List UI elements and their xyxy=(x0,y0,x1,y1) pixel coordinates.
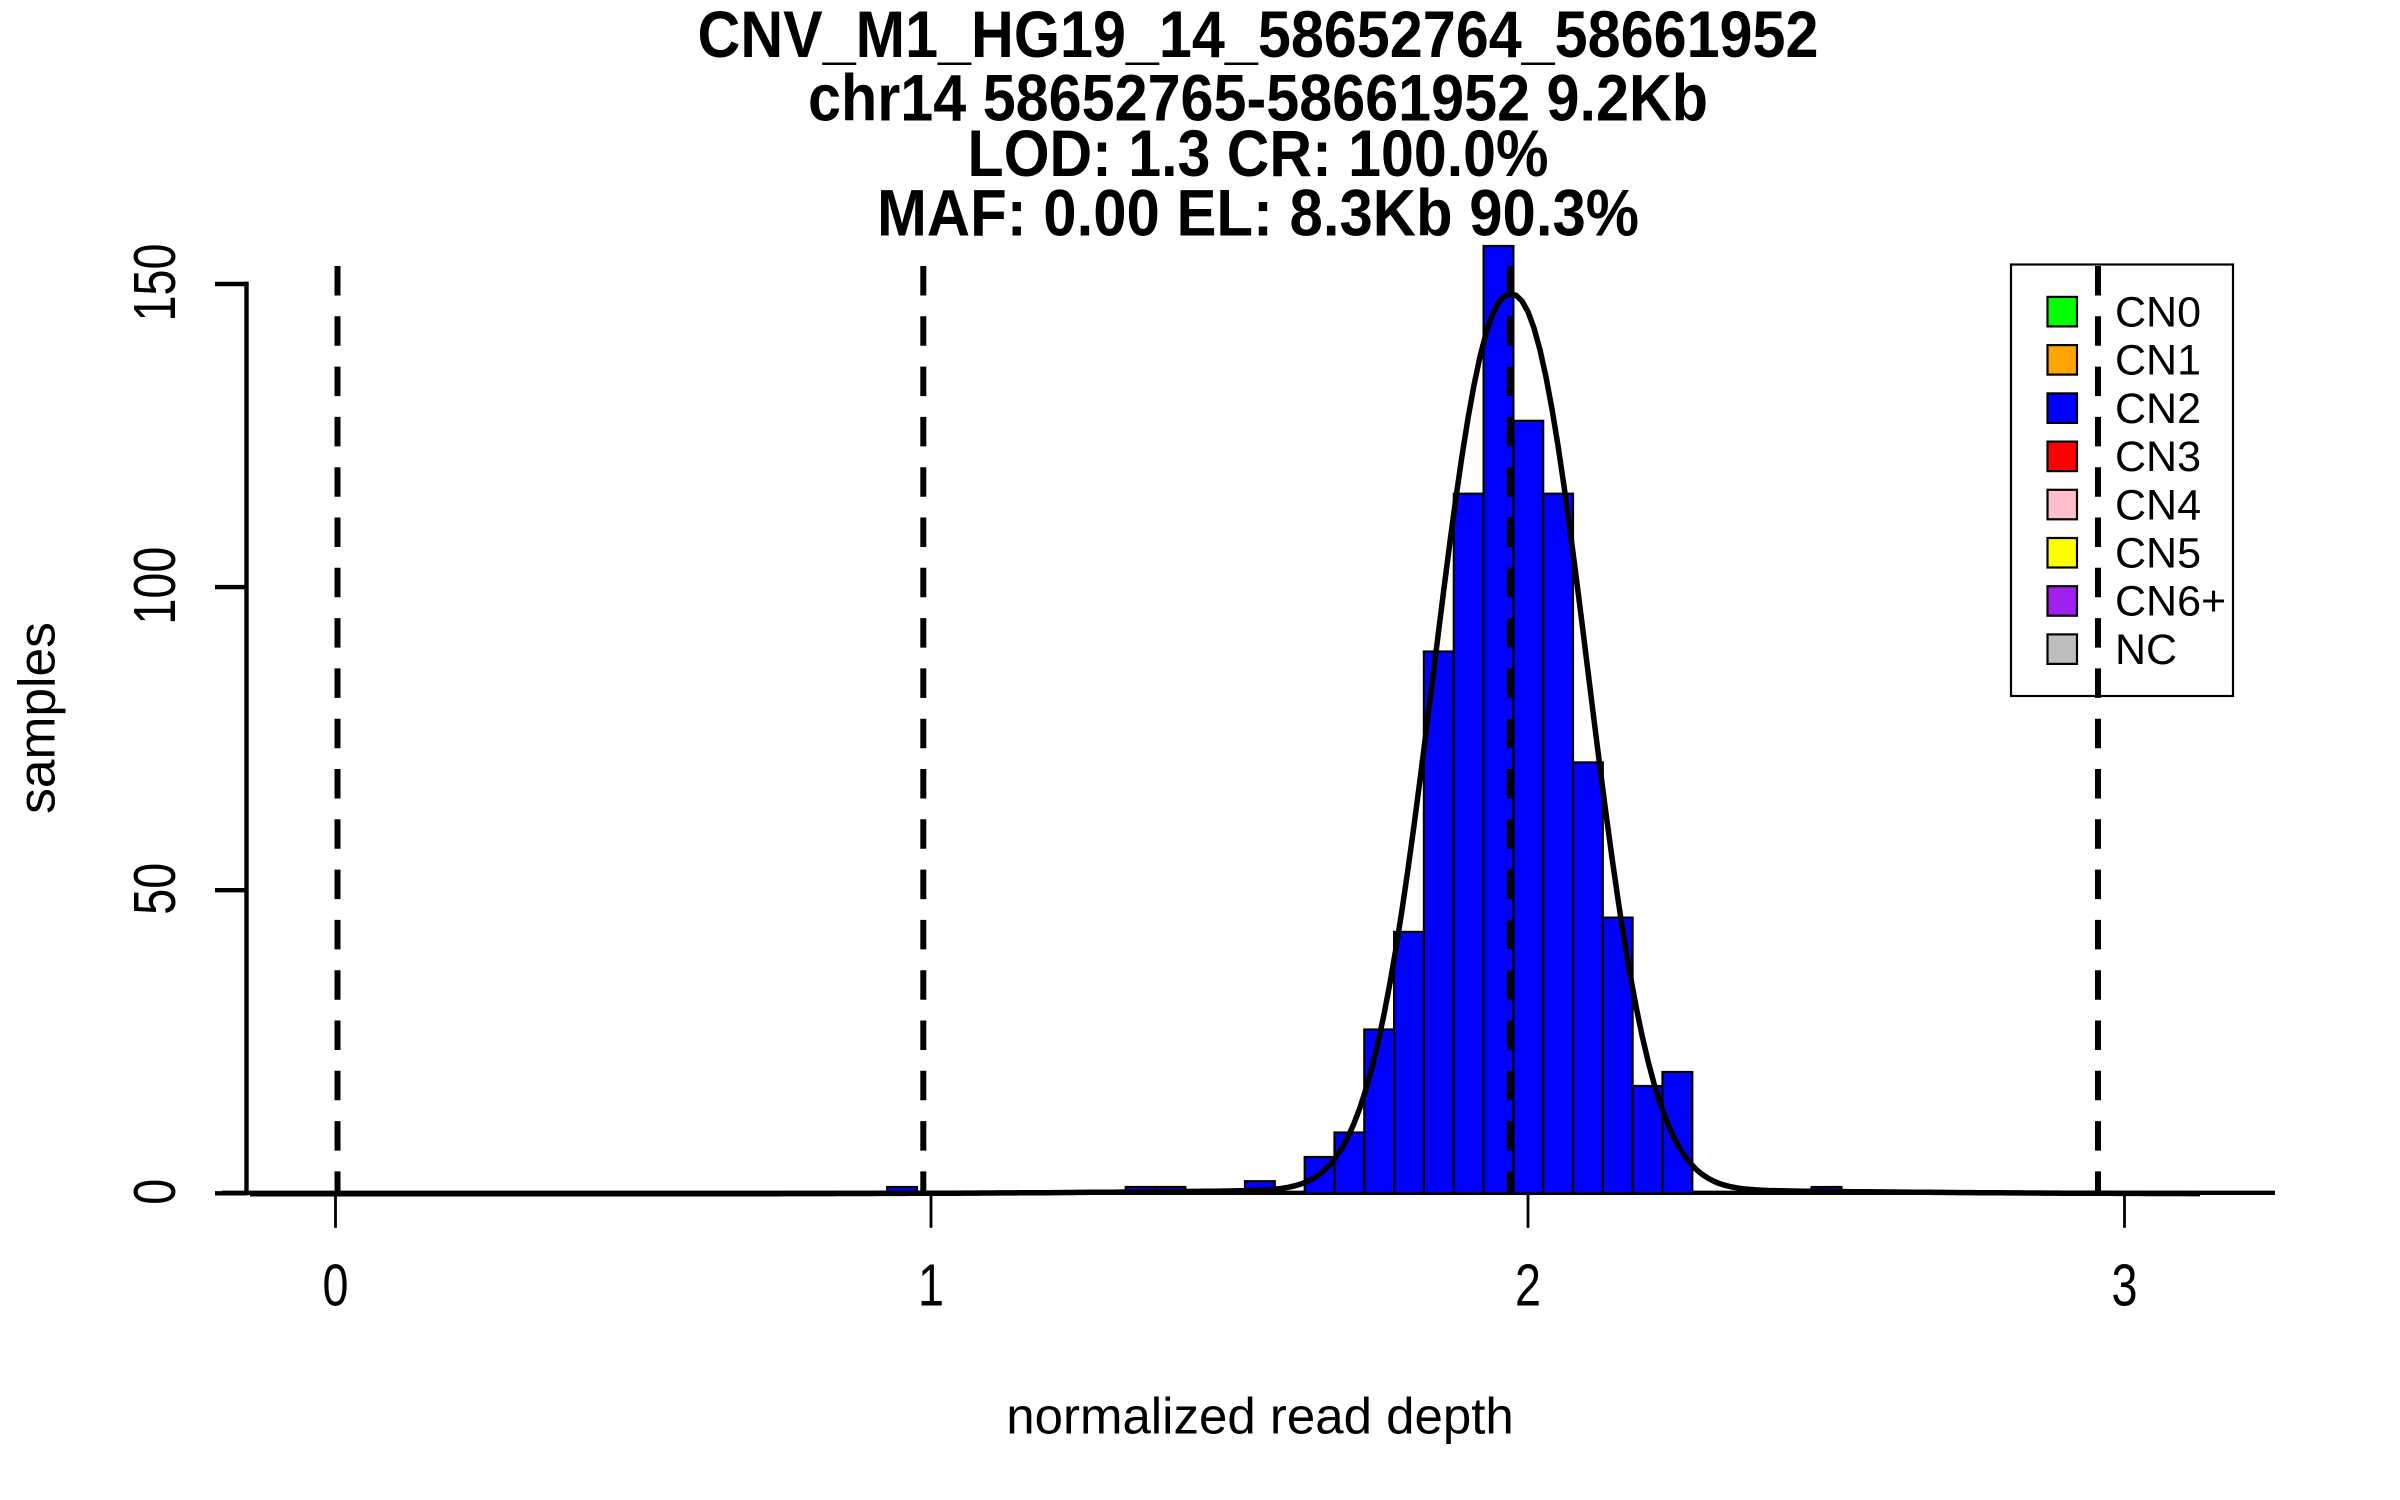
svg-text:LOD: 1.3 CR: 100.0%: LOD: 1.3 CR: 100.0% xyxy=(968,116,1549,190)
svg-text:0: 0 xyxy=(323,1253,349,1319)
svg-text:CNV_M1_HG19_14_58652764_586619: CNV_M1_HG19_14_58652764_58661952 xyxy=(698,0,1819,71)
svg-text:chr14 58652765-58661952 9.2Kb: chr14 58652765-58661952 9.2Kb xyxy=(808,61,1708,135)
svg-text:CN4: CN4 xyxy=(2115,481,2201,529)
svg-text:normalized read depth: normalized read depth xyxy=(1006,1388,1514,1445)
svg-text:CN1: CN1 xyxy=(2115,337,2201,385)
svg-text:CN5: CN5 xyxy=(2115,530,2201,578)
svg-text:50: 50 xyxy=(122,863,188,915)
svg-text:CN6+: CN6+ xyxy=(2115,578,2226,626)
svg-text:MAF: 0.00 EL: 8.3Kb 90.3%: MAF: 0.00 EL: 8.3Kb 90.3% xyxy=(877,176,1639,250)
svg-text:CN2: CN2 xyxy=(2115,385,2201,433)
svg-text:CN0: CN0 xyxy=(2115,289,2201,337)
svg-text:1: 1 xyxy=(918,1253,944,1319)
svg-text:150: 150 xyxy=(122,244,188,322)
svg-text:NC: NC xyxy=(2115,626,2177,674)
svg-text:3: 3 xyxy=(2112,1253,2138,1319)
svg-text:0: 0 xyxy=(122,1179,188,1205)
svg-text:CN3: CN3 xyxy=(2115,433,2201,481)
svg-text:2: 2 xyxy=(1515,1253,1541,1319)
svg-text:samples: samples xyxy=(7,622,65,814)
svg-text:100: 100 xyxy=(122,547,188,625)
